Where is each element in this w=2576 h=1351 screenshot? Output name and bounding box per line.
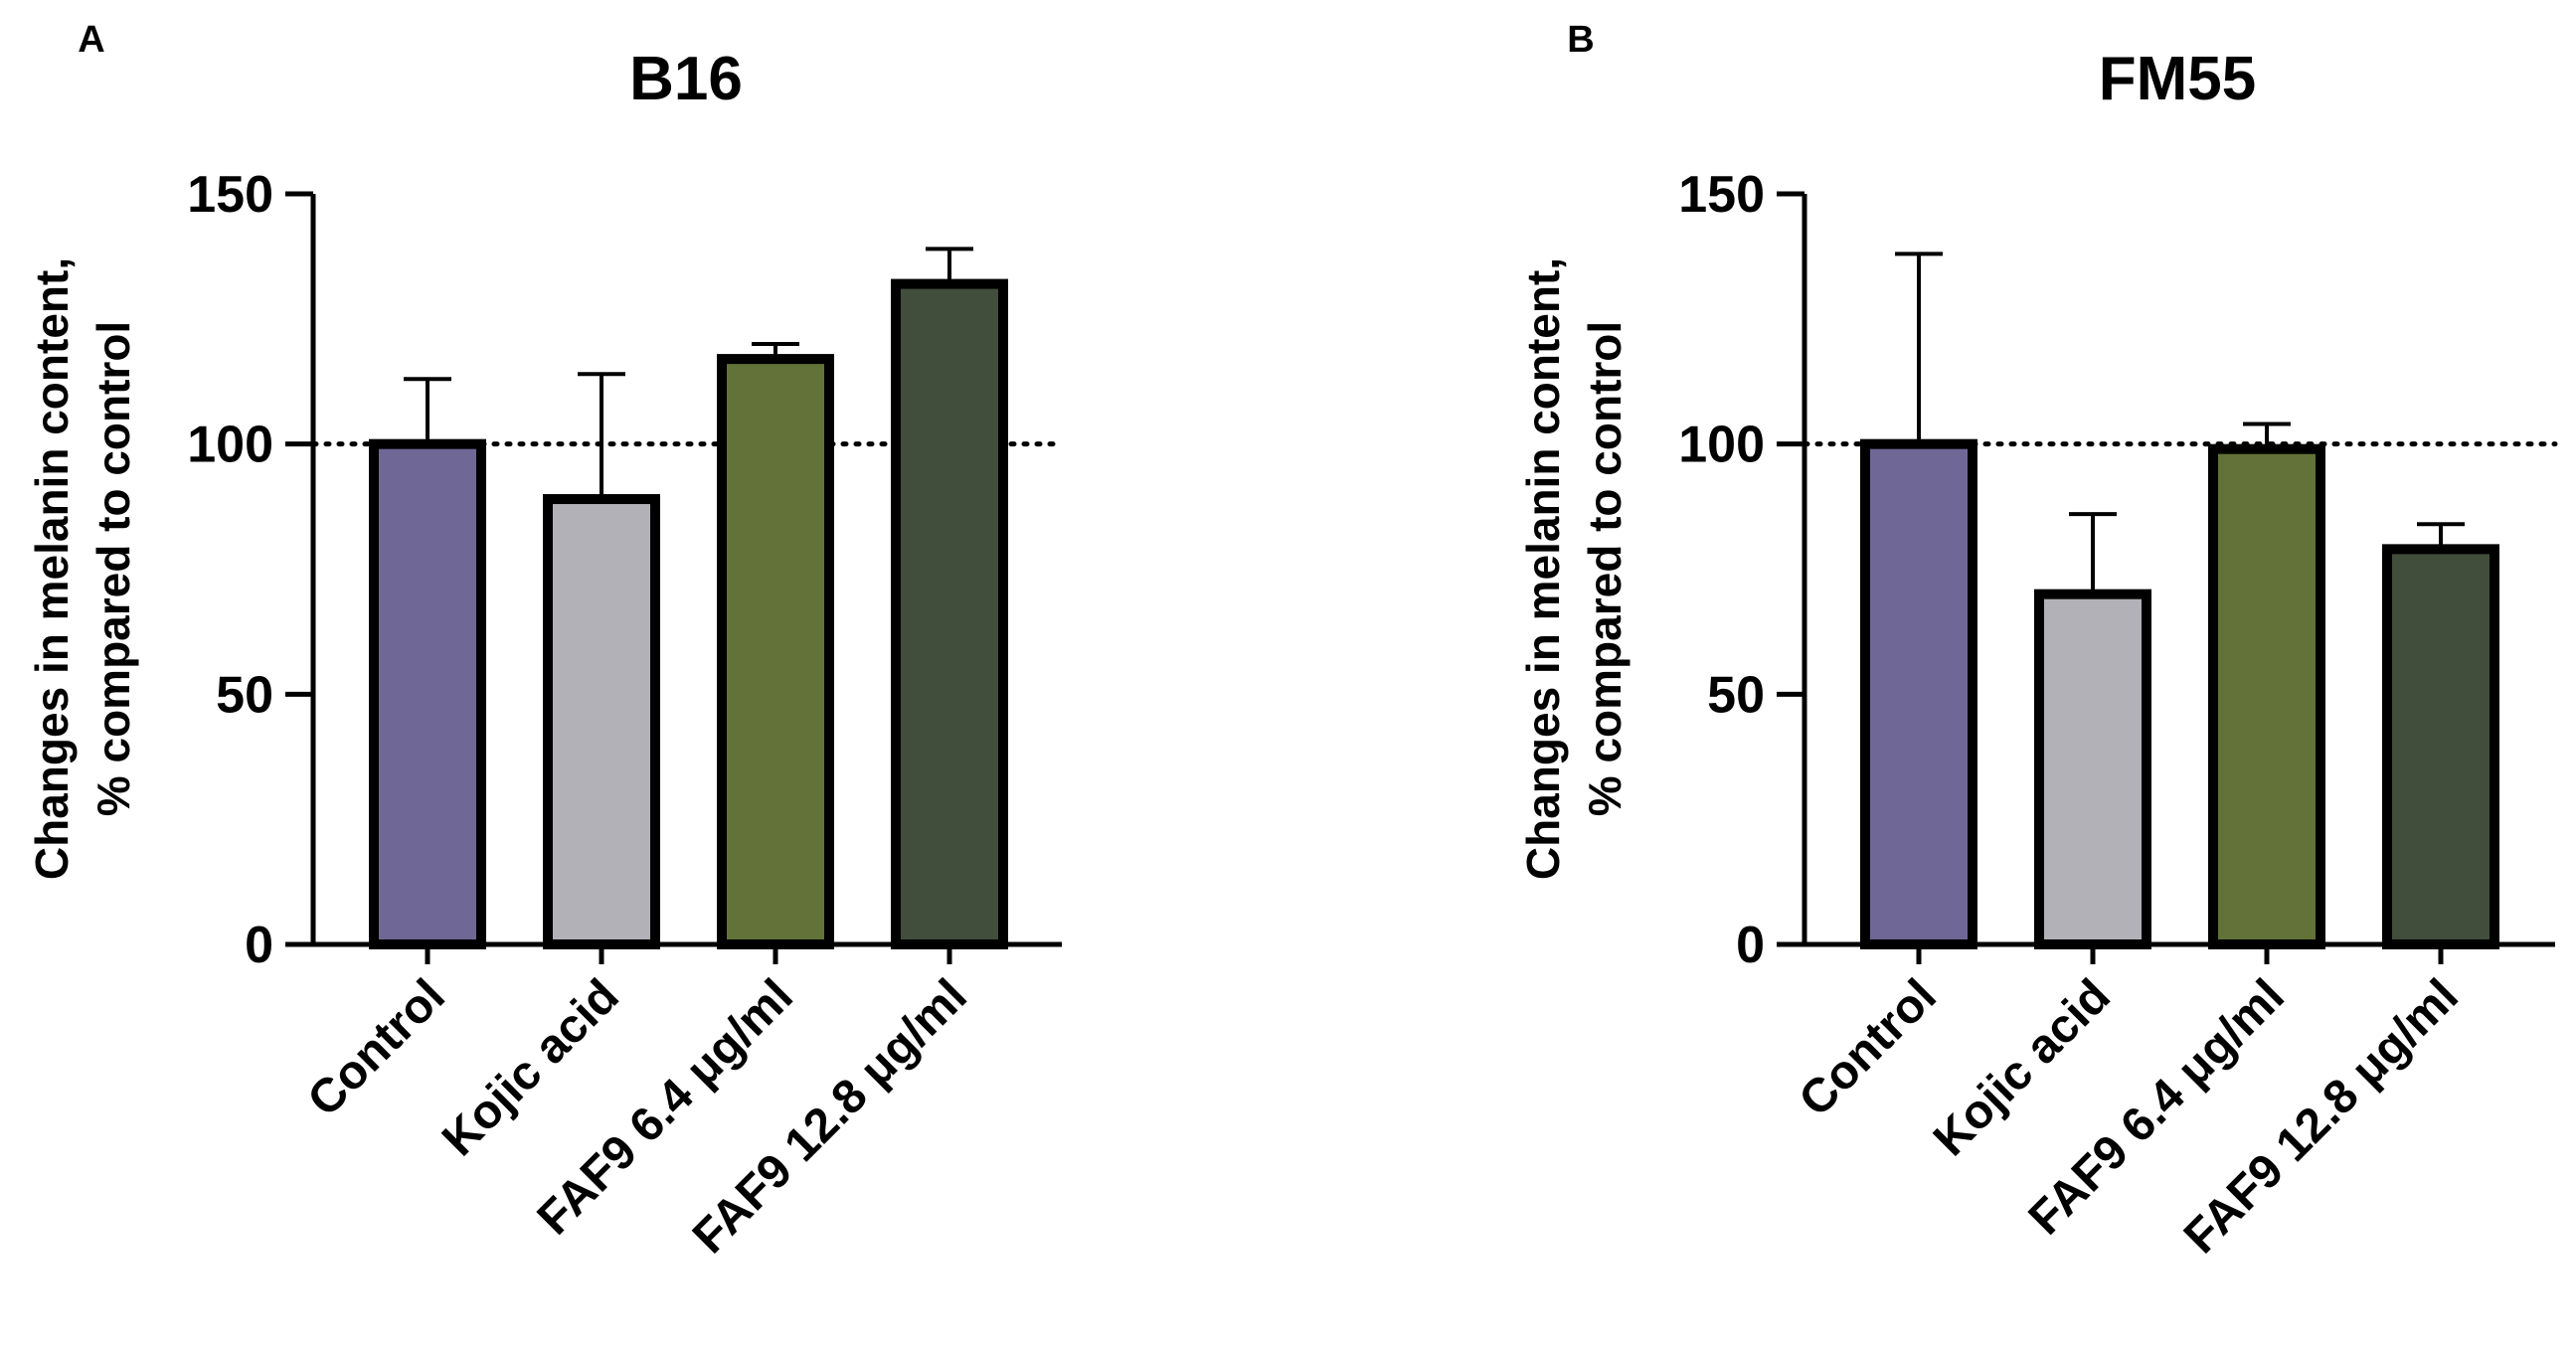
y-axis-label-line-1: Changes in melanin content, xyxy=(1517,257,1569,880)
y-axis-label-line-1: Changes in melanin content, xyxy=(26,257,78,880)
chart-title: FM55 xyxy=(2099,45,2256,113)
bar-1 xyxy=(1860,438,1977,949)
bar-2 xyxy=(2034,589,2151,950)
y-tick-label: 100 xyxy=(1678,417,1765,474)
chart-panel-b: B FM55 Changes in melanin content,% compar… xyxy=(1517,19,2558,1264)
y-axis-label-line-2: % compared to control xyxy=(87,321,139,816)
bar-4 xyxy=(2382,544,2499,949)
bar-4 xyxy=(891,278,1008,950)
bar-3 xyxy=(2208,443,2325,949)
chart-panel-a: A B16 Changes in melanin content,% compare… xyxy=(26,19,1065,1264)
y-tick-label: 50 xyxy=(1707,666,1765,724)
y-tick-label: 0 xyxy=(245,917,273,974)
y-tick-label: 0 xyxy=(1736,917,1765,974)
y-tick-label: 150 xyxy=(187,166,273,224)
y-tick-label: 100 xyxy=(187,417,273,474)
x-tick-label: Control xyxy=(1790,969,1947,1126)
bar-1 xyxy=(369,438,486,949)
chart-title: B16 xyxy=(629,45,743,113)
y-axis-label-line-2: % compared to control xyxy=(1579,321,1631,816)
bar-2 xyxy=(543,494,660,949)
panel-label: B xyxy=(1567,19,1594,61)
panel-label: A xyxy=(78,19,104,61)
y-tick-label: 150 xyxy=(1678,166,1765,224)
bar-3 xyxy=(717,354,834,950)
y-tick-label: 50 xyxy=(216,666,273,724)
x-tick-label: Control xyxy=(298,969,455,1126)
